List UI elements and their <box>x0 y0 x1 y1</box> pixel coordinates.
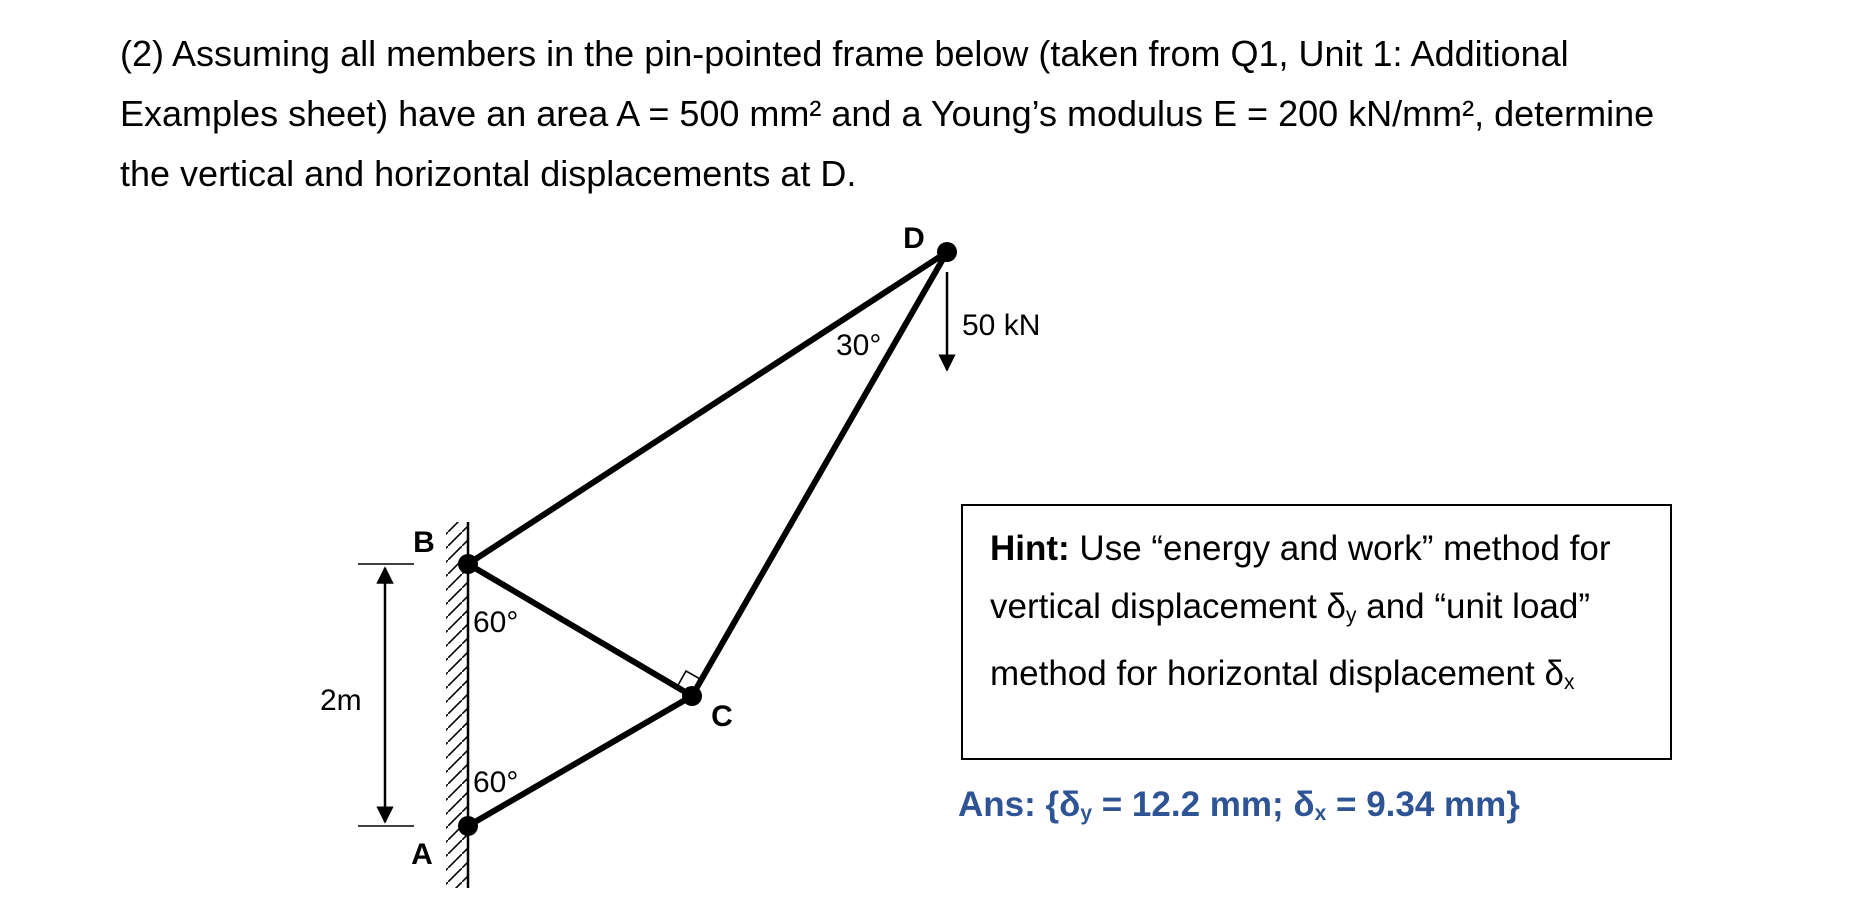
load-label: 50 kN <box>962 309 1040 342</box>
node-label: D <box>903 222 925 255</box>
pin <box>458 554 478 574</box>
answer-part: = 12.2 mm; δ <box>1092 785 1315 824</box>
question-text: (2) Assuming all members in the pin-poin… <box>120 33 1655 194</box>
wall-hatch <box>446 522 468 888</box>
node-label: C <box>711 700 733 733</box>
hint-label: Hint: <box>990 529 1070 568</box>
pin <box>458 816 478 836</box>
hint-text: Hint: Use “energy and work” method for v… <box>990 520 1630 712</box>
angle-label: 60° <box>473 766 518 799</box>
hint-subscript: y <box>1346 604 1357 628</box>
answer-subscript: y <box>1080 802 1093 826</box>
answer-part: Ans: {δ <box>958 785 1081 824</box>
member-cd <box>689 249 950 699</box>
dimension-label: 2m <box>320 684 362 717</box>
answer: Ans: {δy = 12.2 mm; δx = 9.34 mm} <box>958 785 1520 826</box>
hint-part: Use “energy and work” method for vertica… <box>990 529 1611 626</box>
member-ac <box>465 693 695 829</box>
answer-part: = 9.34 mm} <box>1326 785 1520 824</box>
angle-label: 30° <box>836 329 881 362</box>
node-label: B <box>413 526 435 559</box>
pin <box>937 242 957 262</box>
answer-subscript: x <box>1314 802 1327 826</box>
hint-box: Hint: Use “energy and work” method for v… <box>961 504 1672 760</box>
angle-label: 60° <box>473 606 518 639</box>
node-label: A <box>411 838 433 871</box>
member-bd <box>465 249 950 567</box>
pin <box>682 686 702 706</box>
members <box>465 249 950 829</box>
member-bc <box>465 561 695 699</box>
hint-part: and “unit load” method for horizontal di… <box>990 587 1590 694</box>
hint-subscript: x <box>1563 671 1575 695</box>
